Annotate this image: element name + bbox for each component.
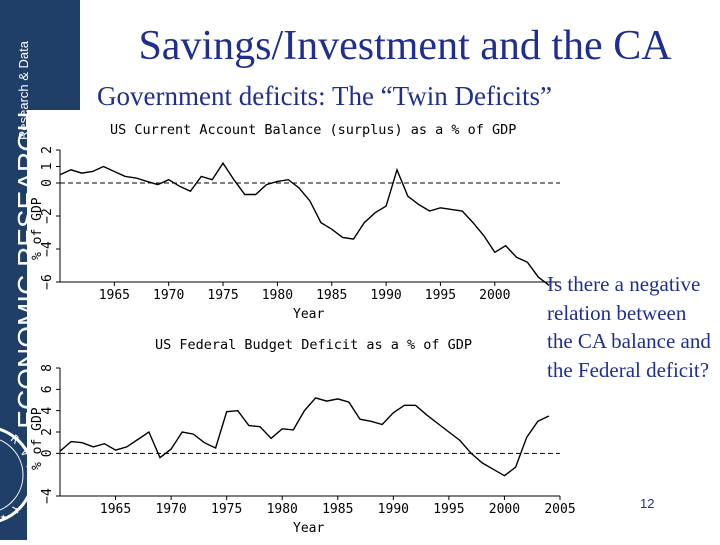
chart2-y-tick-label: 6 bbox=[40, 385, 55, 393]
chart2-x-tick-label: 1980 bbox=[267, 502, 298, 517]
chart1-y-tick-label: 2 bbox=[40, 146, 55, 154]
chart1-y-ticks: −6 −4 −2 0 1 2 bbox=[40, 146, 60, 290]
chart2-x-tick-label: 2005 bbox=[544, 502, 575, 517]
chart2-x-tick-label: 1985 bbox=[322, 502, 353, 517]
chart1-axes bbox=[59, 150, 560, 283]
chart1-x-tick-label: 1995 bbox=[425, 288, 456, 303]
chart2-x-tick-label: 2000 bbox=[489, 502, 520, 517]
chart2-title: US Federal Budget Deficit as a % of GDP bbox=[155, 337, 472, 353]
chart2-x-tick-label: 1995 bbox=[433, 502, 464, 517]
side-question-text: Is there a negative relation between the… bbox=[547, 272, 711, 382]
chart2-x-ticks: 1965 1970 1975 1980 1985 1990 1995 2000 2005 bbox=[100, 496, 576, 517]
chart2-x-tick-label: 1990 bbox=[378, 502, 409, 517]
chart1-y-tick-label: 0 bbox=[40, 179, 55, 187]
chart2-y-tick-label: 0 bbox=[40, 449, 55, 457]
chart-panel: US Current Account Balance (surplus) as … bbox=[27, 110, 576, 540]
chart1-x-tick-label: 1975 bbox=[207, 288, 238, 303]
chart2-x-tick-label: 1975 bbox=[211, 502, 242, 517]
chart1-x-tick-label: 2000 bbox=[479, 288, 510, 303]
chart2-y-ticks: −4 0 2 4 6 8 bbox=[40, 364, 60, 504]
chart1-x-tick-label: 1980 bbox=[262, 288, 293, 303]
slide-subtitle: Government deficits: The “Twin Deficits” bbox=[97, 81, 552, 111]
chart1-y-tick-label: −2 bbox=[40, 208, 55, 224]
federal-deficit-chart: US Federal Budget Deficit as a % of GDP … bbox=[30, 337, 576, 536]
chart1-xlabel: Year bbox=[293, 307, 324, 322]
current-account-chart: US Current Account Balance (surplus) as … bbox=[30, 122, 560, 322]
chart1-y-tick-label: 1 bbox=[40, 163, 55, 171]
chart2-y-tick-label: 8 bbox=[40, 364, 55, 372]
chart1-x-tick-label: 1990 bbox=[370, 288, 401, 303]
chart2-axes bbox=[59, 368, 560, 497]
page-number: 12 bbox=[640, 496, 655, 511]
chart2-ylabel: % of GDP bbox=[30, 407, 45, 470]
chart1-x-ticks: 1965 1970 1975 1980 1985 1990 1995 2000 bbox=[99, 282, 510, 303]
charts-svg: US Current Account Balance (surplus) as … bbox=[30, 122, 576, 536]
chart1-y-tick-label: −4 bbox=[40, 241, 55, 257]
slide-title: Savings/Investment and the CA bbox=[138, 23, 672, 69]
chart2-y-tick-label: −4 bbox=[40, 488, 55, 504]
chart2-x-tick-label: 1970 bbox=[155, 502, 186, 517]
chart2-series-line bbox=[59, 397, 550, 477]
chart2-x-tick-label: 1965 bbox=[100, 502, 131, 517]
chart1-y-tick-label: −6 bbox=[40, 274, 55, 290]
chart1-x-tick-label: 1970 bbox=[153, 288, 184, 303]
chart1-x-tick-label: 1985 bbox=[316, 288, 347, 303]
chart2-y-tick-label: 2 bbox=[40, 428, 55, 436]
chart2-y-tick-label: 4 bbox=[40, 407, 55, 415]
chart1-series-line bbox=[59, 161, 550, 286]
svg-text:★: ★ bbox=[0, 510, 7, 523]
chart1-title: US Current Account Balance (surplus) as … bbox=[110, 122, 516, 138]
chart1-x-tick-label: 1965 bbox=[99, 288, 130, 303]
chart1-ylabel: % of GDP bbox=[30, 197, 45, 260]
chart2-xlabel: Year bbox=[293, 521, 324, 536]
